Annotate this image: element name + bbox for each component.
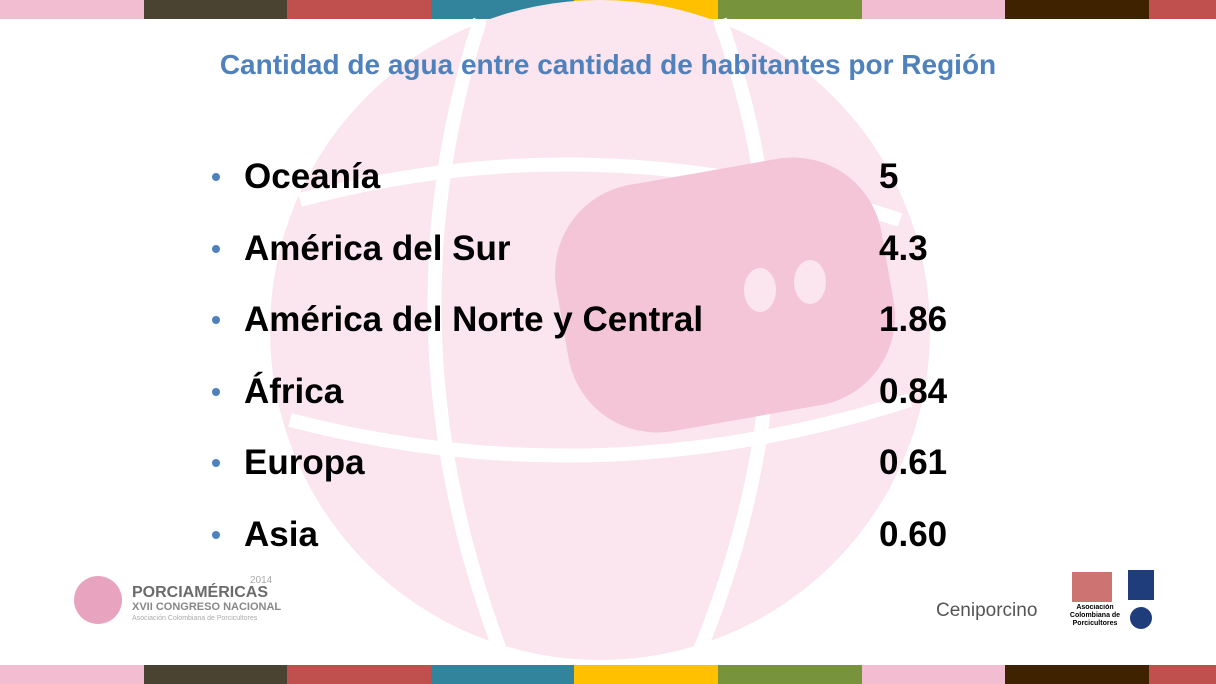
list-item: África 0.84 [212, 367, 947, 417]
region: América del Sur [244, 228, 511, 268]
logo-name: PORCIAMÉRICAS [132, 582, 268, 601]
bullet [212, 173, 220, 181]
region: Oceanía [244, 157, 381, 196]
list-item: Europa 0.61 [212, 438, 947, 488]
value: 1.86 [879, 300, 948, 339]
bottom-stripe [0, 665, 1216, 684]
bullet [212, 244, 220, 253]
asociacion-logo: Asociación Colombiana de Porcicultores [1069, 604, 1121, 627]
value: 0.61 [879, 443, 948, 482]
bullet [212, 387, 220, 396]
value: 4.3 [879, 228, 928, 268]
value: 0.84 [879, 371, 948, 411]
bullet [212, 459, 220, 467]
list-item: América del Norte y Central 1.86 [212, 295, 947, 345]
list-item: Asia 0.60 [212, 510, 947, 560]
region: América del Norte y Central [244, 300, 704, 339]
region: África [244, 371, 344, 411]
top-stripe [0, 0, 1216, 19]
logo-org: Asociación Colombiana de Porcicultores [132, 615, 258, 622]
value: 5 [879, 157, 899, 196]
value: 0.60 [879, 514, 948, 554]
logo-event: XVII CONGRESO NACIONAL [132, 601, 281, 613]
logo-year: 2014 [250, 575, 273, 586]
slide-title: Cantidad de agua entre cantidad de habit… [219, 49, 997, 80]
bullet [212, 316, 220, 324]
region: Europa [244, 443, 365, 482]
bullet [212, 530, 220, 539]
ceniporcino-logo: Ceniporcino [936, 600, 1037, 621]
region: Asia [244, 514, 318, 554]
list-item: Oceanía 5 [212, 152, 898, 202]
list-item: América del Sur 4.3 [212, 224, 928, 274]
